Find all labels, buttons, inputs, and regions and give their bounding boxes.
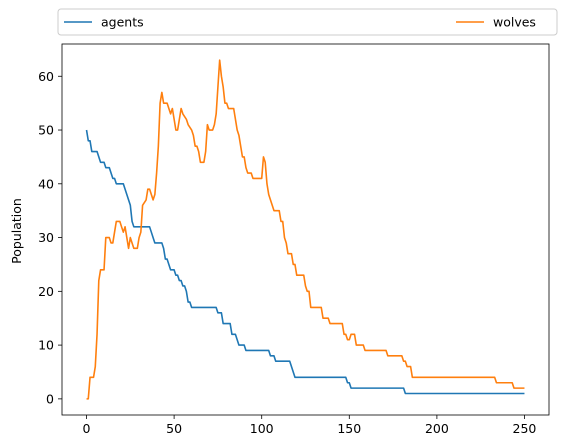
y-tick-label-60: 60	[38, 69, 54, 84]
x-tick-label-150: 150	[337, 421, 361, 436]
y-tick-label-30: 30	[38, 230, 54, 245]
series-line-agents	[85, 129, 525, 395]
legend-label-wolves: wolves	[493, 15, 536, 30]
series-layer	[85, 59, 525, 400]
y-axis-label: Population	[9, 198, 24, 264]
x-tick-label-200: 200	[425, 421, 449, 436]
y-tick-label-0: 0	[46, 391, 54, 406]
x-tick-label-0: 0	[83, 421, 91, 436]
y-tick-label-20: 20	[38, 284, 54, 299]
legend: agents wolves	[57, 8, 558, 36]
y-tick-label-40: 40	[38, 176, 54, 191]
x-tick-label-50: 50	[166, 421, 182, 436]
x-tick-label-100: 100	[250, 421, 274, 436]
axis-ticks: 0 50 100 150 200 250 0 10 20 30 40 50 60	[38, 69, 536, 436]
x-tick-label-250: 250	[513, 421, 537, 436]
y-tick-label-10: 10	[38, 338, 54, 353]
legend-frame	[57, 8, 558, 36]
plot-frame	[61, 43, 550, 416]
y-tick-label-50: 50	[38, 123, 54, 138]
series-line-wolves	[86, 59, 525, 400]
legend-label-agents: agents	[101, 15, 144, 30]
